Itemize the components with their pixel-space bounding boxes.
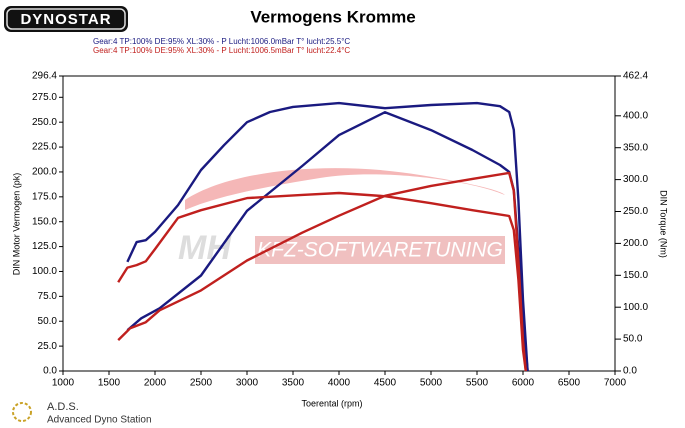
y-tick-label: 175.0 xyxy=(32,191,57,202)
x-tick-label: 4500 xyxy=(374,378,397,389)
x-tick-label: 7000 xyxy=(604,378,627,389)
series-line xyxy=(126,101,529,372)
y2-axis-label: DIN Torque (Nm) xyxy=(659,190,669,258)
y-tick-label: 225.0 xyxy=(32,142,57,153)
series-line xyxy=(117,171,527,372)
y2-tick-label: 462.4 xyxy=(623,71,648,82)
header-line: Gear:4 TP:100% DE:95% XL:30% - P Lucht:1… xyxy=(93,46,350,55)
y2-tick-label: 300.0 xyxy=(623,174,648,185)
y2-tick-label: 100.0 xyxy=(623,302,648,313)
x-tick-label: 2500 xyxy=(190,378,213,389)
y-tick-label: 75.0 xyxy=(38,291,58,302)
x-tick-label: 5500 xyxy=(466,378,489,389)
x-axis-label: Toerental (rpm) xyxy=(301,398,362,408)
x-tick-label: 3000 xyxy=(236,378,259,389)
y-axis-label: DIN Motor Vermogen (pk) xyxy=(11,173,21,276)
footer-subtitle: Advanced Dyno Station xyxy=(47,415,152,426)
y-tick-label: 296.4 xyxy=(32,71,57,82)
y-tick-label: 275.0 xyxy=(32,92,57,103)
y2-tick-label: 0.0 xyxy=(623,366,637,377)
y2-tick-label: 400.0 xyxy=(623,110,648,121)
y2-tick-label: 200.0 xyxy=(623,238,648,249)
x-tick-label: 6500 xyxy=(558,378,581,389)
logo: DYNOSTAR xyxy=(20,11,111,28)
watermark-mh: MH xyxy=(178,229,232,267)
x-tick-label: 2000 xyxy=(144,378,167,389)
watermark-text: KFZ-SOFTWARETUNING xyxy=(257,239,503,262)
y2-tick-label: 150.0 xyxy=(623,270,648,281)
watermark-band xyxy=(255,236,505,264)
x-tick-label: 5000 xyxy=(420,378,443,389)
y2-tick-label: 350.0 xyxy=(623,142,648,153)
x-tick-label: 3500 xyxy=(282,378,305,389)
y-tick-label: 250.0 xyxy=(32,117,57,128)
logo-border xyxy=(6,8,126,30)
x-tick-label: 6000 xyxy=(512,378,535,389)
y-tick-label: 0.0 xyxy=(43,366,57,377)
y2-tick-label: 50.0 xyxy=(623,334,643,345)
y-tick-label: 25.0 xyxy=(38,341,58,352)
logo-box xyxy=(4,6,128,32)
x-tick-label: 1000 xyxy=(52,378,75,389)
chart-title: Vermogens Kromme xyxy=(250,7,415,26)
x-tick-label: 1500 xyxy=(98,378,121,389)
y-tick-label: 100.0 xyxy=(32,266,57,277)
y-tick-label: 50.0 xyxy=(38,316,58,327)
y-tick-label: 200.0 xyxy=(32,167,57,178)
y2-tick-label: 250.0 xyxy=(623,206,648,217)
y-tick-label: 150.0 xyxy=(32,216,57,227)
watermark: MH KFZ-SOFTWARETUNING xyxy=(178,168,505,267)
footer-title: A.D.S. xyxy=(47,401,79,413)
series-line xyxy=(117,191,527,372)
y-tick-label: 125.0 xyxy=(32,241,57,252)
header-line: Gear:4 TP:100% DE:95% XL:30% - P Lucht:1… xyxy=(93,37,350,46)
x-tick-label: 4000 xyxy=(328,378,351,389)
plot-frame xyxy=(62,75,616,372)
watermark-swoosh xyxy=(185,168,505,210)
footer-icon xyxy=(12,402,32,422)
